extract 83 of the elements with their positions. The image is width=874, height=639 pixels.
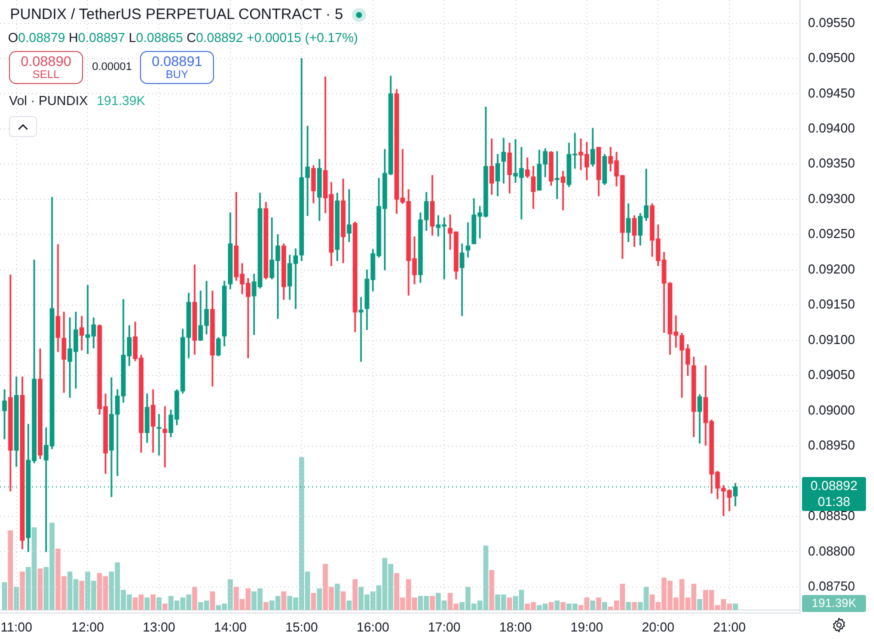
x-tick-label: 16:00 bbox=[356, 619, 390, 634]
bar bbox=[554, 600, 560, 610]
y-tick-label: 0.08750 bbox=[808, 578, 855, 594]
bar bbox=[340, 591, 346, 610]
candlestick bbox=[358, 297, 364, 362]
y-tick-label: 0.09300 bbox=[808, 190, 855, 206]
bar bbox=[310, 592, 316, 610]
x-tick-label: 15:00 bbox=[285, 619, 318, 634]
x-tick-label: 14:00 bbox=[214, 619, 247, 634]
y-tick-label: 0.09500 bbox=[808, 50, 855, 66]
bar bbox=[8, 530, 13, 610]
bar bbox=[590, 600, 596, 610]
candlestick bbox=[56, 244, 60, 352]
candlestick bbox=[460, 243, 464, 316]
bar bbox=[144, 597, 150, 610]
bar bbox=[352, 579, 358, 610]
y-tick-label: 0.09250 bbox=[808, 226, 855, 242]
bar bbox=[316, 588, 322, 610]
x-tick-label: 21:00 bbox=[713, 619, 746, 634]
candlestick bbox=[8, 274, 13, 492]
y-tick-label: 0.09100 bbox=[808, 332, 855, 347]
x-tick-label: 11:00 bbox=[0, 619, 32, 634]
y-tick-label: 0.08800 bbox=[808, 543, 855, 558]
candlestick bbox=[466, 222, 470, 258]
candlestick bbox=[156, 414, 162, 456]
y-tick-label: 0.09150 bbox=[808, 296, 855, 312]
annotation: 0.08891 bbox=[152, 52, 202, 70]
buy-button: 0.08891 BUY bbox=[140, 51, 214, 84]
bar bbox=[14, 586, 19, 610]
bar bbox=[79, 580, 84, 610]
bar bbox=[489, 570, 494, 610]
x-tick-label: 13:00 bbox=[142, 619, 176, 634]
bar bbox=[156, 597, 162, 610]
y-tick-label: 0.09350 bbox=[808, 156, 855, 171]
bar bbox=[192, 586, 198, 610]
bar bbox=[548, 602, 554, 610]
bar bbox=[2, 582, 8, 610]
bar bbox=[560, 602, 566, 610]
bar bbox=[281, 591, 286, 610]
y-tick-label: 0.08950 bbox=[808, 438, 855, 453]
bar bbox=[507, 597, 512, 610]
y-tick-label: 0.09400 bbox=[808, 120, 855, 136]
bar bbox=[602, 602, 608, 610]
text: O0.08879 H0.08897 L0.08865 C0.08892 +0.00015 (+0.17%) bbox=[8, 30, 358, 45]
bar bbox=[596, 597, 602, 610]
chart-title: PUNDIX / TetherUS PERPETUAL CONTRACT · 5 bbox=[10, 6, 344, 23]
x-tick-label: 17:00 bbox=[428, 619, 460, 634]
x-tick-label: 20:00 bbox=[642, 619, 674, 634]
ref-line-label: 0.08892 bbox=[810, 478, 858, 493]
y-tick-label: 0.09550 bbox=[808, 14, 855, 30]
bar bbox=[732, 604, 738, 610]
annotation: 0.00001 bbox=[92, 61, 132, 73]
x-tick-label: 19:00 bbox=[570, 619, 604, 634]
candlestick bbox=[2, 389, 7, 440]
chart-title: Vol · PUNDIX bbox=[9, 93, 88, 108]
candlestick bbox=[162, 406, 168, 468]
price-tag: 0.08892 01:38 bbox=[802, 476, 866, 511]
bar bbox=[430, 596, 435, 610]
annotation: SELL bbox=[32, 69, 60, 82]
y-tick-label: 0.09450 bbox=[808, 85, 855, 100]
y-tick-label: 0.09000 bbox=[808, 402, 855, 418]
x-tick-label: 12:00 bbox=[71, 619, 104, 634]
annotation: 191.39K bbox=[96, 93, 146, 108]
bar bbox=[632, 602, 637, 610]
bar bbox=[162, 604, 168, 610]
annotation: BUY bbox=[166, 69, 188, 82]
bar bbox=[697, 598, 702, 610]
bar bbox=[334, 584, 340, 610]
candlestick bbox=[560, 170, 566, 210]
y-tick-label: 0.08850 bbox=[808, 508, 855, 524]
bar bbox=[210, 591, 216, 610]
bar bbox=[346, 600, 352, 610]
annotation: 0.08890 bbox=[20, 52, 72, 70]
bar bbox=[626, 602, 631, 610]
sell-button: 0.08890 SELL bbox=[9, 51, 83, 84]
bar bbox=[263, 602, 268, 610]
x-tick-label: 18:00 bbox=[499, 619, 532, 634]
volume-tag: 191.39K bbox=[802, 594, 866, 612]
y-tick-label: 0.09200 bbox=[808, 261, 855, 276]
bar bbox=[150, 594, 156, 610]
y-tick-label: 0.09050 bbox=[808, 367, 855, 382]
bar bbox=[20, 572, 25, 610]
bar bbox=[38, 568, 43, 610]
